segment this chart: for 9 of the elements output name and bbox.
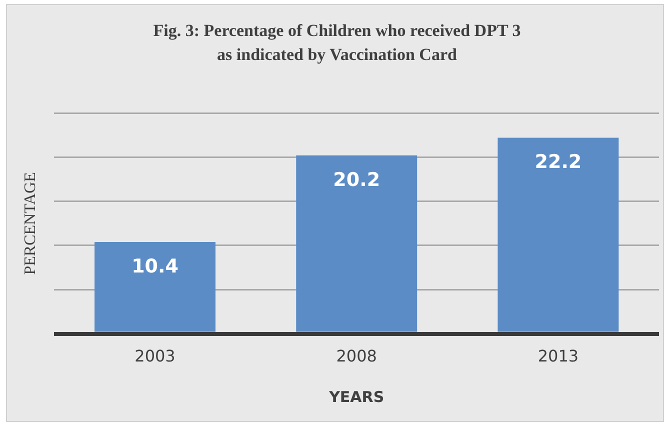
data-label: 22.2 — [534, 151, 582, 174]
y-axis-title: PERCENTAGE — [22, 172, 39, 275]
x-tick-label: 2003 — [134, 346, 176, 366]
x-axis-title: YEARS — [328, 388, 384, 406]
x-tick-label: 2013 — [538, 346, 579, 366]
data-label: 20.2 — [333, 168, 380, 191]
data-label: 10.4 — [132, 255, 178, 278]
x-tick-label: 2008 — [336, 346, 377, 366]
chart-title: Fig. 3: Percentage of Children who received DPT 3 as indicated by Vaccination Card — [152, 20, 522, 66]
